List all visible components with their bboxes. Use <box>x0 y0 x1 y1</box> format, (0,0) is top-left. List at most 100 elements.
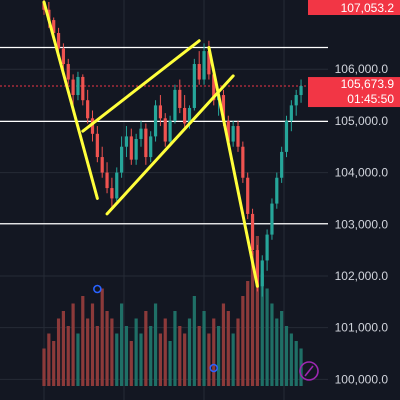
candle-countdown: 01:45:50 <box>347 92 394 106</box>
candle-body <box>86 100 90 119</box>
candle-body <box>173 89 177 121</box>
candle-body <box>71 79 75 96</box>
volume-bar <box>115 333 119 386</box>
volume-bar <box>275 318 279 386</box>
candle-body <box>226 120 230 142</box>
volume-bar <box>284 326 289 386</box>
volume-bar <box>90 303 95 386</box>
volume-bar <box>255 236 259 386</box>
volume-bar <box>178 326 182 386</box>
candle-body <box>289 105 293 121</box>
marker-layer[interactable] <box>93 284 219 373</box>
drawing-layer[interactable] <box>42 0 259 288</box>
candle-body <box>192 64 196 108</box>
breakdown-line[interactable] <box>207 45 259 288</box>
volume-bar <box>246 281 250 386</box>
volume-bar <box>56 318 61 386</box>
candle-body <box>61 48 65 65</box>
volume-bar <box>183 333 187 386</box>
volume-bar <box>187 318 192 386</box>
volume-bar <box>129 341 133 386</box>
volume-bar <box>158 333 162 386</box>
pole-line-left[interactable] <box>42 0 99 200</box>
volume-bar <box>265 288 269 386</box>
volume-bar <box>144 311 148 386</box>
volume-bar <box>270 303 274 386</box>
candle-body <box>250 213 255 251</box>
candle-body <box>299 86 303 96</box>
replay-icon[interactable] <box>299 361 319 381</box>
candle-body <box>265 234 269 261</box>
volume-bar <box>217 326 221 386</box>
volume-bar <box>100 288 104 386</box>
volume-bar <box>71 303 75 386</box>
candle-body <box>100 157 104 173</box>
flag-channel-upper[interactable] <box>81 39 201 133</box>
volume-bar <box>47 333 51 386</box>
candle-body <box>255 250 259 287</box>
volume-bar <box>280 311 284 386</box>
current-price-value: 105,673.9 <box>341 77 395 91</box>
candle-body <box>56 33 61 49</box>
volume-bar <box>139 333 143 386</box>
volume-bar <box>52 341 56 386</box>
top-price-tag-text: 107,053.2 <box>341 1 395 15</box>
candle-body <box>246 177 250 214</box>
price-label-103000: 103,000.0 <box>335 217 389 231</box>
candle-body <box>280 151 284 178</box>
candle-body <box>95 133 99 158</box>
price-label-106000: 106,000.0 <box>335 62 389 76</box>
price-label-102000: 102,000.0 <box>335 269 389 283</box>
volume-bar <box>236 318 240 386</box>
flag-channel-lower[interactable] <box>105 74 235 216</box>
volume-bar <box>86 318 90 386</box>
candle-body <box>178 89 182 108</box>
volume-bar <box>226 311 230 386</box>
volume-bar <box>61 311 65 386</box>
volume-bar <box>149 326 153 386</box>
price-scale[interactable]: 106,000.0 105,000.0 104,000.0 103,000.0 … <box>335 62 389 386</box>
candle-body <box>212 74 216 101</box>
current-price-tag: 105,673.9 01:45:50 <box>308 77 400 108</box>
volume-bar <box>168 341 172 386</box>
candle-body <box>284 120 289 152</box>
volume-bar <box>76 333 80 386</box>
candle-body <box>275 177 279 204</box>
volume-bar <box>173 311 177 386</box>
candle-body <box>139 128 143 139</box>
candle-body <box>163 118 167 142</box>
candle-body <box>149 136 153 158</box>
volume-bar <box>124 326 129 386</box>
candle-body <box>202 51 206 80</box>
candle-body <box>158 105 162 119</box>
volume-bar <box>231 333 235 386</box>
volume-bar <box>110 318 114 386</box>
volume-bar <box>202 311 206 386</box>
candle-body <box>231 126 235 142</box>
volume-bar <box>42 348 46 386</box>
candle-body <box>76 76 80 96</box>
volume-bar <box>192 296 196 386</box>
candle-body <box>260 260 264 287</box>
price-label-101000: 101,000.0 <box>335 321 389 335</box>
volume-bar <box>105 311 109 386</box>
event-marker[interactable] <box>93 284 102 294</box>
candle-body <box>66 64 70 80</box>
volume-bar <box>163 318 167 386</box>
candle-body <box>129 136 133 160</box>
price-label-100000: 100,000.0 <box>335 372 389 386</box>
candle-body <box>90 118 95 134</box>
volume-bar <box>221 303 226 386</box>
candle-body <box>120 146 124 173</box>
volume-bar <box>289 333 293 386</box>
candle-body <box>187 107 192 124</box>
candle-body <box>294 95 298 106</box>
volume-bar <box>197 326 201 386</box>
event-marker[interactable] <box>209 363 219 373</box>
volume-bar <box>260 273 264 386</box>
candle-body <box>197 64 201 80</box>
volume-layer <box>42 236 303 386</box>
candle-body <box>183 107 187 124</box>
